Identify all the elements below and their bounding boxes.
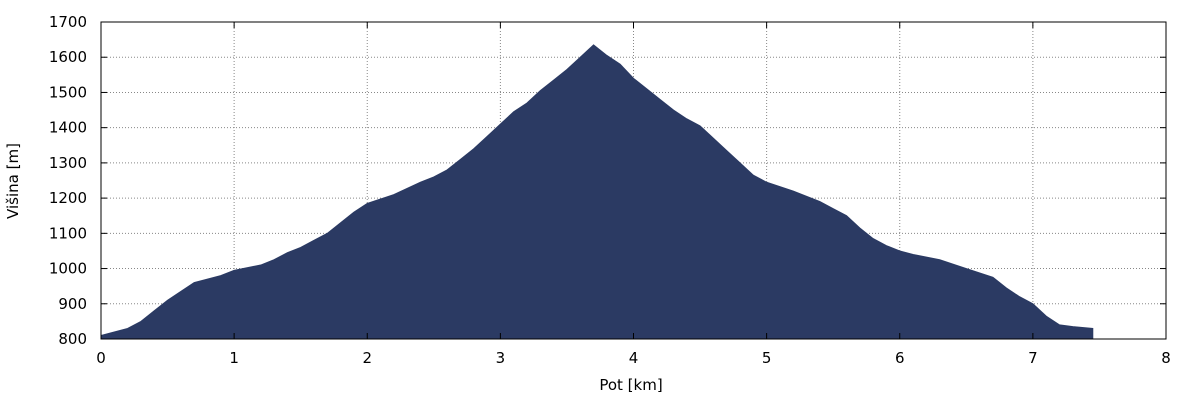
y-tick-label: 1400: [49, 119, 87, 137]
y-tick-label: 1600: [49, 48, 87, 66]
y-tick-label: 1200: [49, 189, 87, 207]
x-axis-label: Pot [km]: [599, 376, 662, 394]
x-tick-label: 0: [96, 349, 106, 367]
x-tick-label: 7: [1028, 349, 1038, 367]
x-tick-label: 6: [895, 349, 905, 367]
x-tick-label: 2: [362, 349, 372, 367]
x-tick-label: 8: [1161, 349, 1171, 367]
x-tick-label: 4: [629, 349, 639, 367]
y-axis-label: Višina [m]: [4, 143, 22, 219]
x-tick-label: 1: [229, 349, 239, 367]
y-tick-label: 1700: [49, 13, 87, 31]
x-tick-label: 3: [496, 349, 506, 367]
y-tick-label: 1100: [49, 224, 87, 242]
y-tick-label: 900: [58, 295, 87, 313]
y-tick-label: 1500: [49, 83, 87, 101]
y-tick-label: 1300: [49, 154, 87, 172]
y-tick-label: 800: [58, 330, 87, 348]
y-tick-label: 1000: [49, 260, 87, 278]
x-tick-label: 5: [762, 349, 772, 367]
elevation-area: [100, 44, 1094, 340]
